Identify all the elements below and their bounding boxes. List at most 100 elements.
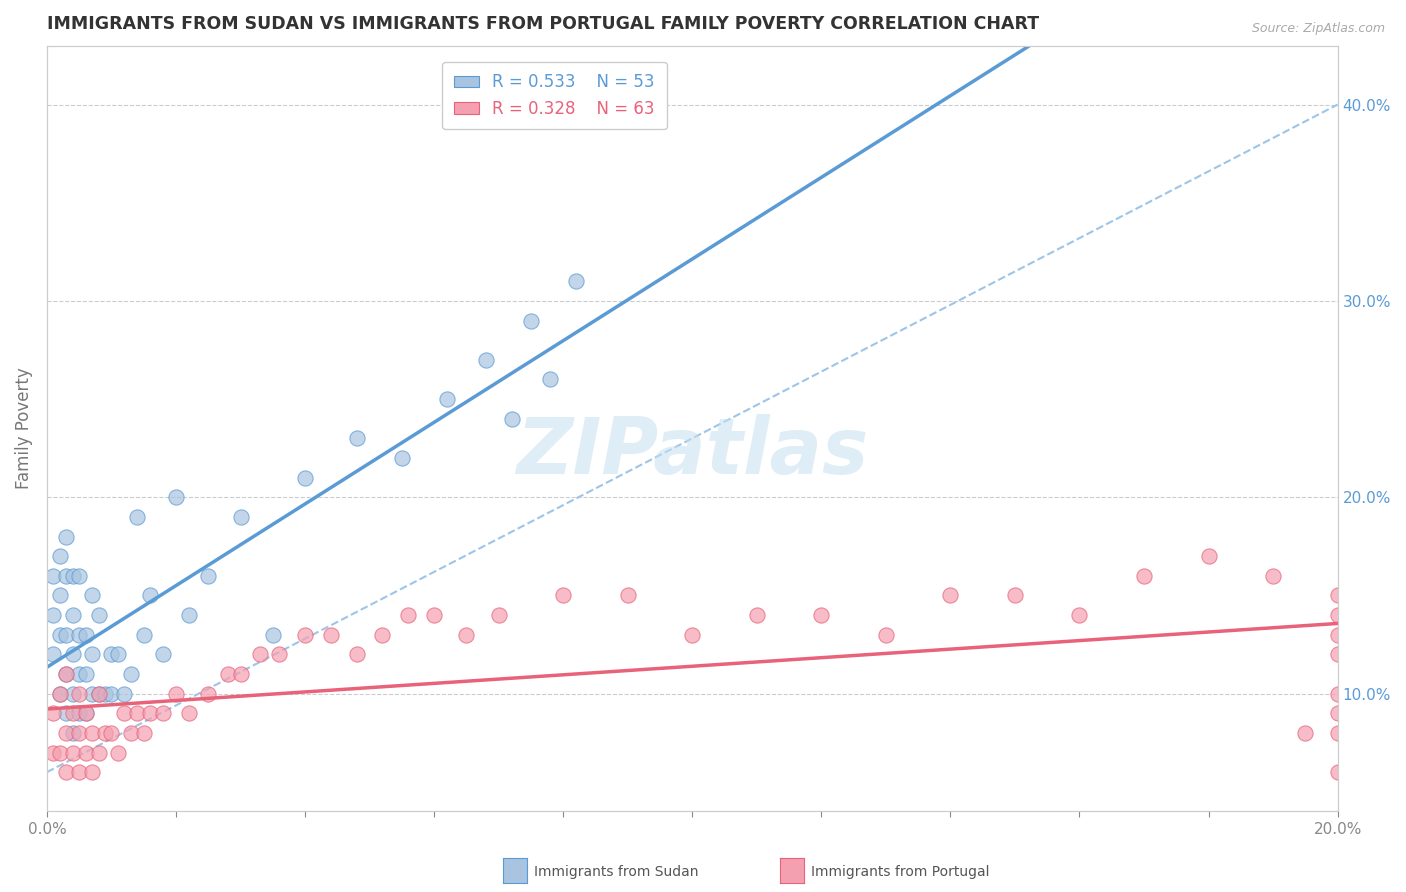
Point [100,648,122,662]
Point [55,530,77,544]
Point [80,648,103,662]
Point [100,687,122,701]
Point [132,628,155,642]
Point [80,726,103,740]
Point [67,726,90,740]
Point [87,608,110,623]
Point [112,706,135,721]
Point [42,706,65,721]
Point [107,746,129,760]
Point [262,628,284,642]
Point [120,667,142,681]
Point [1326,687,1348,701]
Point [55,569,77,583]
Point [80,589,103,603]
Point [1326,628,1348,642]
Point [49,589,72,603]
Point [1294,726,1316,740]
Point [87,746,110,760]
Point [294,470,316,484]
Point [294,628,316,642]
Point [1326,648,1348,662]
Point [67,765,90,780]
Point [177,608,200,623]
Point [67,706,90,721]
Text: IMMIGRANTS FROM SUDAN VS IMMIGRANTS FROM PORTUGAL FAMILY POVERTY CORRELATION CHA: IMMIGRANTS FROM SUDAN VS IMMIGRANTS FROM… [46,15,1039,33]
Legend: R = 0.533    N = 53, R = 0.328    N = 63: R = 0.533 N = 53, R = 0.328 N = 63 [443,62,666,129]
Point [152,706,174,721]
Point [456,628,478,642]
Point [132,726,155,740]
Point [152,648,174,662]
Point [538,372,561,386]
Point [346,431,368,445]
Point [1069,608,1091,623]
Point [94,726,117,740]
Point [1133,569,1156,583]
Point [107,648,129,662]
Point [249,648,271,662]
Point [346,648,368,662]
Point [391,450,413,465]
Point [229,667,252,681]
Point [49,746,72,760]
Point [75,706,97,721]
Point [565,274,588,288]
Point [42,746,65,760]
Point [75,628,97,642]
Point [501,411,523,425]
Point [55,667,77,681]
Point [55,765,77,780]
Point [67,687,90,701]
Point [520,313,543,327]
Text: ZIPatlas: ZIPatlas [516,414,869,490]
Text: Immigrants from Portugal: Immigrants from Portugal [811,865,990,880]
Point [42,569,65,583]
Point [42,608,65,623]
Point [269,648,291,662]
Point [67,569,90,583]
Point [62,726,84,740]
Point [1326,726,1348,740]
Point [1004,589,1026,603]
Text: Source: ZipAtlas.com: Source: ZipAtlas.com [1251,22,1385,36]
Point [875,628,897,642]
Point [810,608,832,623]
Text: Immigrants from Sudan: Immigrants from Sudan [534,865,699,880]
Point [177,706,200,721]
Point [80,765,103,780]
Point [49,687,72,701]
Point [436,392,458,406]
Point [62,687,84,701]
Point [94,687,117,701]
Point [371,628,394,642]
Point [197,569,219,583]
Point [1198,549,1220,564]
Point [939,589,962,603]
Point [1326,589,1348,603]
Point [553,589,575,603]
Point [681,628,703,642]
Point [488,608,510,623]
Point [127,706,149,721]
Point [127,509,149,524]
Point [62,608,84,623]
Point [217,667,239,681]
Point [62,746,84,760]
Point [197,687,219,701]
Point [165,490,187,504]
Point [42,648,65,662]
Point [120,726,142,740]
Point [55,667,77,681]
Point [62,648,84,662]
Point [55,726,77,740]
Point [1326,706,1348,721]
Point [49,549,72,564]
Point [49,628,72,642]
Point [396,608,419,623]
Point [62,569,84,583]
Point [112,687,135,701]
Point [1326,608,1348,623]
Point [49,687,72,701]
Point [165,687,187,701]
